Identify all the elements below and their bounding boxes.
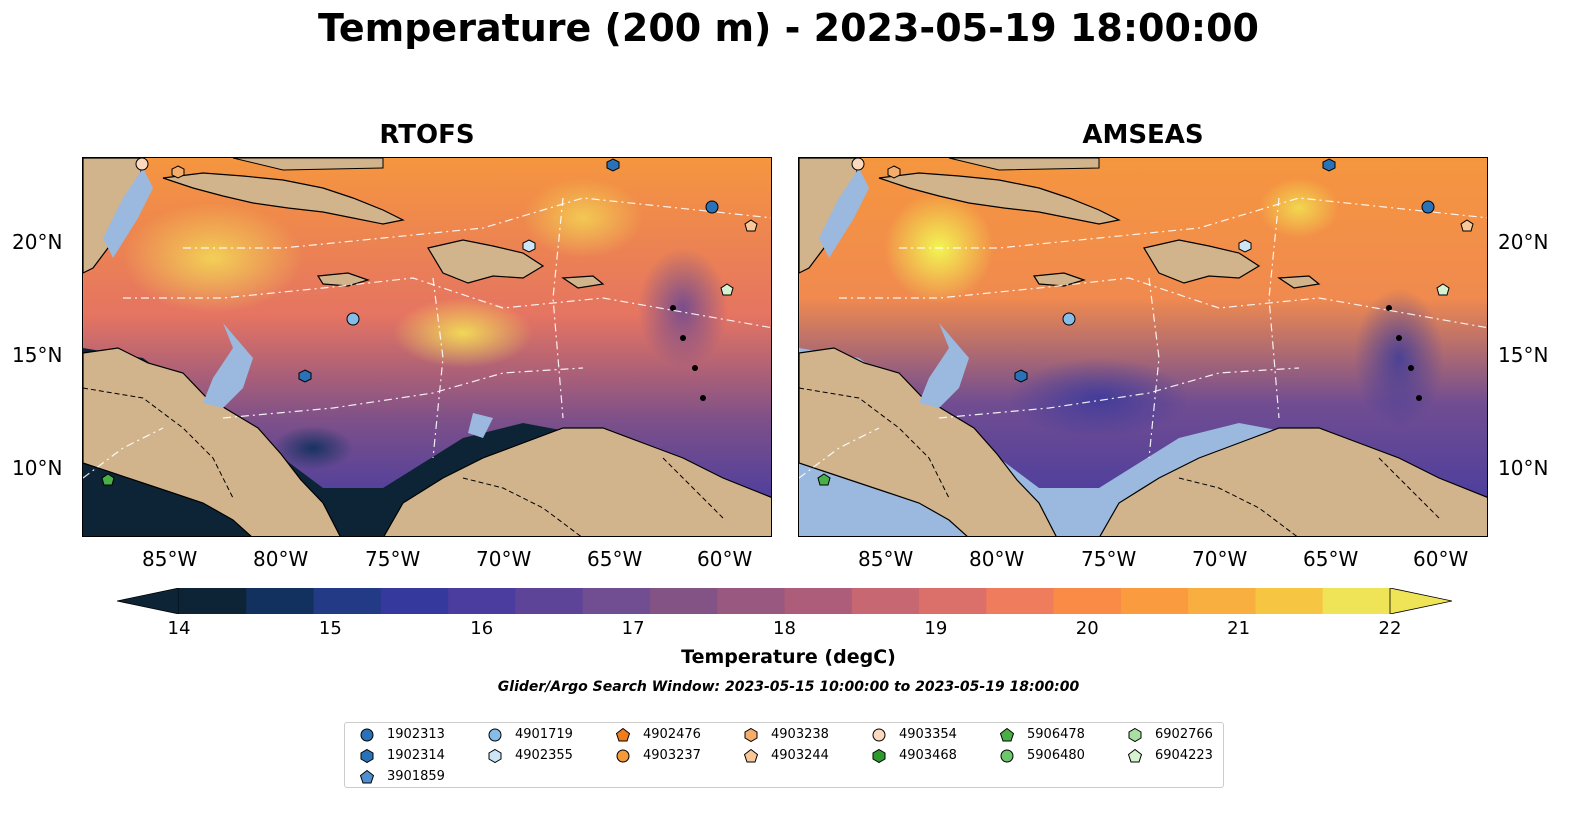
colorbar-ticks: 14 15 16 17 18 19 20 21 22: [0, 618, 1577, 642]
map-panel-rtofs: [82, 157, 772, 537]
legend-item-label: 4903468: [899, 748, 957, 763]
colorbar-label: Temperature (degC): [681, 646, 896, 668]
colorbar-swatch: [448, 588, 516, 614]
colorbar-extend-low: [116, 587, 180, 615]
lon-label-85w-right: 85°W: [858, 547, 914, 571]
figure-title: Temperature (200 m) - 2023-05-19 18:00:0…: [317, 6, 1259, 50]
colorbar-swatch: [246, 588, 315, 614]
hexagon-marker-icon: [744, 727, 758, 743]
colorbar-tick-label: 15: [318, 618, 342, 639]
colorbar-swatch: [582, 588, 651, 614]
hexagon-marker-icon: [1128, 727, 1142, 743]
lat-label-10n-left: 10°N: [12, 456, 63, 480]
colorbar-swatch: [1053, 588, 1122, 614]
colorbar-tick-label: 16: [470, 618, 494, 639]
lon-label-65w-left: 65°W: [587, 547, 643, 571]
lat-label-15n-right: 15°N: [1498, 343, 1549, 367]
colorbar-tick-label: 14: [167, 618, 191, 639]
colorbar-swatch: [1120, 588, 1189, 614]
circle-marker-icon: [872, 728, 886, 742]
legend-item-label: 4902355: [515, 748, 573, 763]
pentagon-marker-icon: [743, 748, 759, 763]
panel-title-amseas: AMSEAS: [1082, 120, 1204, 150]
map-amseas: [799, 158, 1487, 536]
lat-label-20n-left: 20°N: [12, 230, 63, 254]
lon-label-75w-right: 75°W: [1081, 547, 1137, 571]
lat-label-20n-right: 20°N: [1498, 230, 1549, 254]
legend-item-label: 1902313: [387, 727, 445, 742]
legend-item-label: 4903238: [771, 727, 829, 742]
colorbar-tick-label: 21: [1227, 618, 1251, 639]
hexagon-marker-icon: [488, 748, 502, 764]
pentagon-marker-icon: [615, 727, 631, 742]
pentagon-marker-icon: [359, 769, 375, 784]
colorbar-tick-label: 19: [924, 618, 948, 639]
legend-item-label: 1902314: [387, 748, 445, 763]
colorbar-swatch: [784, 588, 853, 614]
circle-marker-icon: [616, 749, 630, 763]
colorbar: [116, 587, 1453, 615]
legend-item-label: 6902766: [1155, 727, 1213, 742]
legend-item-label: 4902476: [643, 727, 701, 742]
lon-label-60w-left: 60°W: [697, 547, 753, 571]
lon-label-65w-right: 65°W: [1303, 547, 1359, 571]
colorbar-swatch: [919, 588, 987, 614]
colorbar-swatch: [380, 588, 449, 614]
circle-marker-icon: [1000, 749, 1014, 763]
lat-label-15n-left: 15°N: [12, 343, 63, 367]
colorbar-tick-label: 18: [773, 618, 796, 639]
lon-label-60w-right: 60°W: [1413, 547, 1469, 571]
colorbar-tick-label: 17: [621, 618, 645, 639]
lon-label-80w-left: 80°W: [253, 547, 309, 571]
legend-item-label: 4901719: [515, 727, 573, 742]
search-window-text: Glider/Argo Search Window: 2023-05-15 10…: [497, 679, 1080, 695]
legend-item-label: 3901859: [387, 769, 445, 784]
lon-label-70w-right: 70°W: [1192, 547, 1248, 571]
colorbar-swatch: [1188, 588, 1256, 614]
hexagon-marker-icon: [360, 748, 374, 764]
legend-item-label: 4903244: [771, 748, 829, 763]
legend-item-label: 4903237: [643, 748, 701, 763]
pentagon-marker-icon: [1127, 748, 1143, 763]
legend-item-label: 4903354: [899, 727, 957, 742]
colorbar-swatch: [1322, 588, 1391, 614]
colorbar-swatch: [313, 588, 382, 614]
legend: 1902313 1902314 3901859 4901719 4902355 49024…: [344, 722, 1224, 788]
legend-item-label: 5906480: [1027, 748, 1085, 763]
colorbar-tick-label: 22: [1378, 618, 1402, 639]
colorbar-swatch: [649, 588, 718, 614]
colorbar-tick-label: 20: [1075, 618, 1099, 639]
lon-label-80w-right: 80°W: [969, 547, 1025, 571]
lon-label-85w-left: 85°W: [142, 547, 198, 571]
circle-marker-icon: [488, 728, 502, 742]
colorbar-swatches: [116, 587, 1453, 615]
legend-item-label: 5906478: [1027, 727, 1085, 742]
colorbar-extend-high: [1389, 587, 1453, 615]
lon-label-70w-left: 70°W: [476, 547, 532, 571]
colorbar-swatch: [1255, 588, 1324, 614]
colorbar-swatch: [515, 588, 584, 614]
colorbar-swatch: [986, 588, 1055, 614]
map-panel-amseas: [798, 157, 1488, 537]
colorbar-swatch: [851, 588, 920, 614]
panel-title-rtofs: RTOFS: [379, 120, 475, 150]
circle-marker-icon: [360, 728, 374, 742]
lon-label-75w-left: 75°W: [365, 547, 421, 571]
lat-label-10n-right: 10°N: [1498, 456, 1549, 480]
legend-item-label: 6904223: [1155, 748, 1213, 763]
pentagon-marker-icon: [999, 727, 1015, 742]
colorbar-swatch: [179, 588, 247, 614]
hexagon-marker-icon: [872, 748, 886, 764]
colorbar-swatch: [717, 588, 785, 614]
map-rtofs: [83, 158, 771, 536]
